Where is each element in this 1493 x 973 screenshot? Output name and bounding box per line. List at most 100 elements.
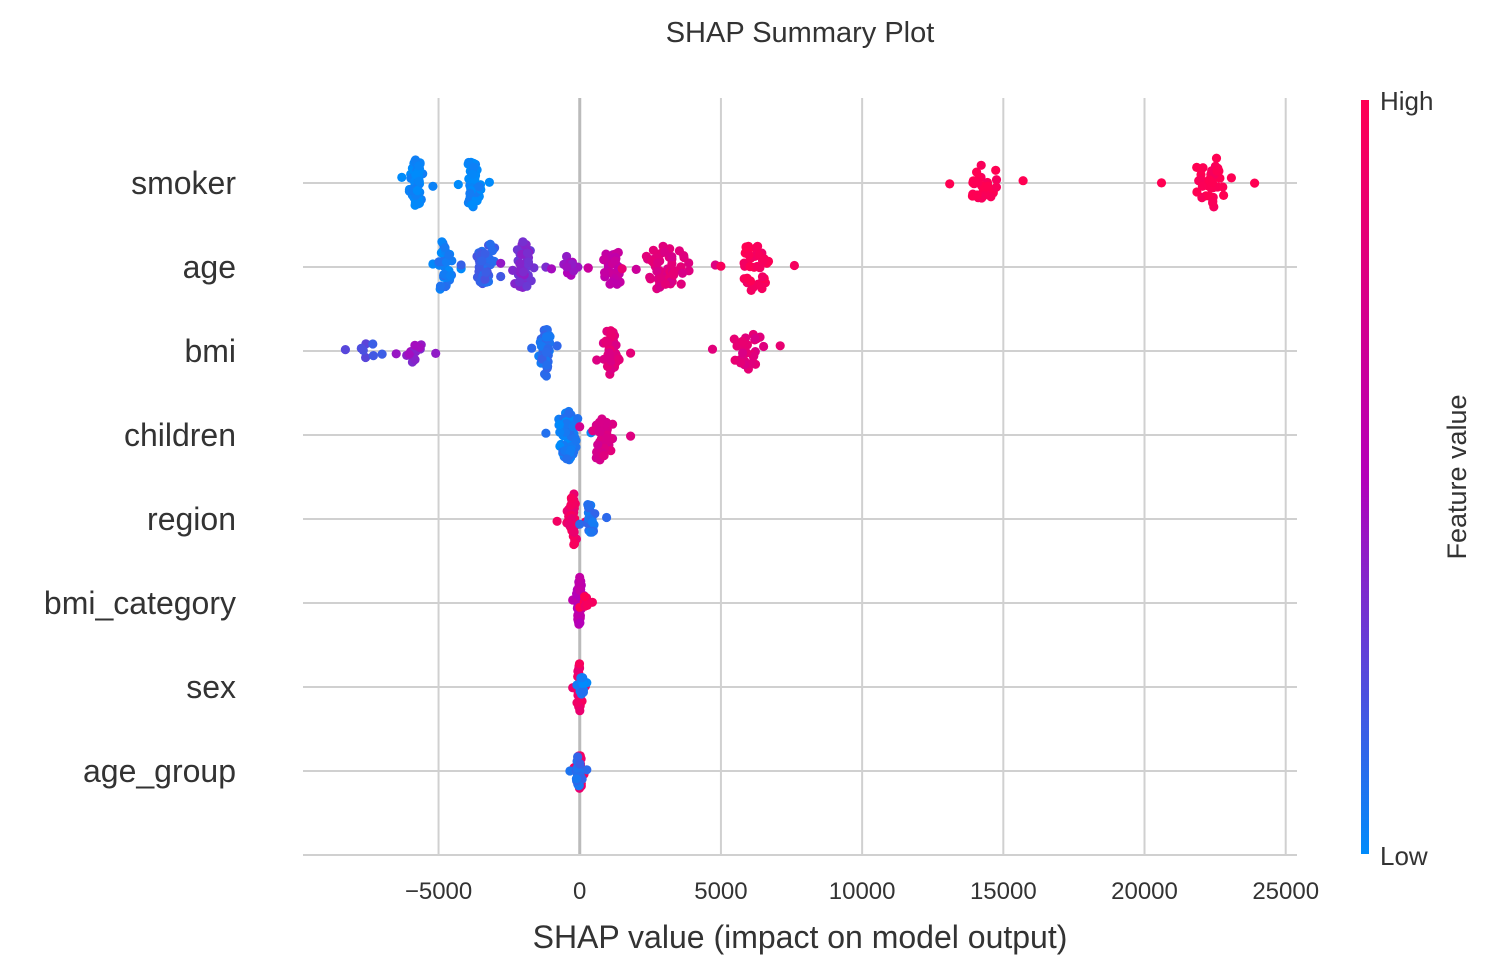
x-tick-label: 5000 — [694, 878, 747, 905]
shap-point-age — [562, 262, 572, 272]
shap-point-smoker — [1208, 196, 1218, 206]
shap-point-age-group — [575, 759, 585, 769]
shap-point-age — [446, 271, 456, 281]
shap-point-smoker — [991, 182, 1002, 192]
shap-point-smoker — [469, 162, 479, 172]
shap-point-bmi — [377, 349, 387, 359]
shap-point-bmi — [606, 326, 616, 336]
shap-point-region — [587, 527, 597, 537]
x-axis-label: SHAP value (impact on model output) — [533, 919, 1068, 955]
shap-point-age — [441, 257, 452, 267]
feature-label-children: children — [124, 417, 236, 453]
shap-point-children — [594, 417, 605, 427]
shap-point-age — [605, 279, 615, 289]
shap-point-age — [515, 258, 525, 269]
shap-point-age — [508, 265, 518, 275]
shap-point-region — [569, 539, 579, 550]
shap-point-smoker — [991, 175, 1002, 185]
shap-point-smoker — [970, 177, 980, 187]
feature-label-age-group: age_group — [83, 753, 236, 789]
shap-point-bmi — [707, 344, 718, 354]
shap-point-age — [444, 250, 454, 260]
shap-point-smoker — [976, 160, 986, 170]
shap-point-smoker — [1192, 187, 1202, 197]
shap-point-smoker — [484, 177, 494, 187]
shap-point-children — [575, 422, 585, 432]
shap-point-age — [496, 258, 506, 268]
shap-point-children — [599, 451, 609, 461]
shap-point-smoker — [1192, 162, 1202, 172]
shap-point-age — [648, 245, 659, 255]
shap-point-region — [575, 519, 585, 529]
shap-point-smoker — [413, 199, 423, 209]
shap-point-bmi — [592, 355, 602, 365]
shap-point-age — [569, 266, 579, 276]
shap-point-bmi — [368, 351, 378, 361]
shap-point-age — [716, 261, 726, 271]
shap-point-age — [583, 263, 593, 273]
x-tick-label: −5000 — [405, 878, 472, 905]
feature-label-region: region — [147, 501, 236, 537]
x-tick-label: 15000 — [970, 878, 1037, 905]
shap-point-smoker — [1211, 153, 1222, 163]
shap-point-smoker — [1212, 166, 1222, 176]
shap-point-region — [566, 493, 577, 503]
shap-point-age — [518, 237, 528, 247]
shap-point-bmi — [759, 341, 769, 352]
shap-point-age — [518, 267, 529, 277]
shap-point-age — [599, 255, 609, 265]
shap-point-age — [546, 264, 557, 274]
shap-point-age — [480, 249, 490, 259]
shap-point-sex — [578, 687, 589, 697]
chart-title: SHAP Summary Plot — [666, 17, 935, 49]
shap-point-children — [554, 420, 564, 430]
feature-label-age: age — [183, 249, 236, 285]
shap-point-bmi — [404, 349, 414, 359]
shap-point-bmi — [541, 332, 551, 342]
shap-point-age — [656, 273, 666, 283]
shap-point-smoker — [1219, 190, 1229, 200]
shap-point-age — [746, 285, 756, 295]
shap-point-bmi — [431, 348, 441, 358]
shap-point-bmi — [391, 349, 401, 359]
shap-point-children — [573, 414, 583, 424]
shap-point-bmi — [614, 355, 624, 365]
shap-point-children — [555, 427, 565, 437]
shap-point-age — [652, 266, 662, 276]
shap-point-smoker — [412, 186, 422, 196]
feature-label-bmi-category: bmi_category — [44, 585, 236, 621]
shap-point-age — [744, 250, 754, 260]
shap-point-smoker — [1207, 177, 1218, 187]
shap-point-age — [660, 247, 670, 257]
shap-point-smoker — [414, 161, 424, 171]
shap-point-bmi — [552, 341, 562, 351]
shap-point-bmi — [603, 337, 613, 347]
shap-point-age — [757, 283, 767, 294]
shap-point-smoker — [991, 165, 1001, 175]
shap-point-smoker — [1018, 176, 1028, 186]
shap-point-age — [660, 279, 671, 289]
feature-label-bmi: bmi — [184, 333, 236, 369]
shap-point-smoker — [1156, 178, 1167, 188]
shap-point-age — [456, 260, 466, 270]
shap-point-region — [552, 516, 562, 526]
shap-point-bmi — [749, 351, 759, 361]
x-tick-labels: −5000 0 5000 10000 15000 20000 25000 — [405, 878, 1319, 905]
shap-point-smoker — [1218, 182, 1228, 192]
shap-point-region — [602, 512, 612, 523]
shap-point-bmi — [541, 347, 552, 357]
shap-point-age — [481, 267, 491, 277]
shap-point-age — [745, 262, 755, 272]
shap-point-bmi — [736, 358, 746, 368]
shap-point-children — [568, 421, 578, 432]
shap-point-bmi — [361, 352, 371, 363]
shap-point-age — [677, 268, 688, 278]
shap-point-age — [667, 258, 677, 269]
shap-point-bmi-category — [575, 572, 585, 583]
shap-point-age — [753, 241, 763, 251]
shap-point-bmi — [604, 348, 614, 358]
shap-point-age — [759, 254, 769, 264]
shap-point-smoker — [945, 179, 955, 189]
grid-lines — [303, 98, 1297, 856]
